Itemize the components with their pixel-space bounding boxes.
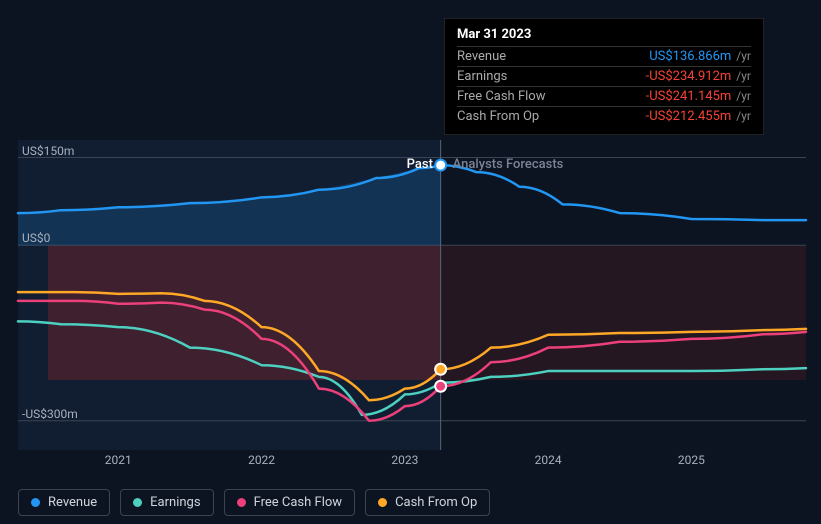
legend-item-label: Free Cash Flow — [254, 495, 342, 510]
phase-label-past: Past — [407, 157, 433, 172]
legend-item-label: Revenue — [48, 495, 97, 510]
x-axis-label: 2022 — [248, 453, 275, 467]
tooltip-row: Earnings -US$234.912m /yr — [457, 66, 751, 86]
tooltip-row-value: -US$212.455m /yr — [646, 109, 751, 124]
legend-item-label: Earnings — [150, 495, 200, 510]
tooltip-row-value: -US$241.145m /yr — [646, 89, 751, 104]
y-axis-label: US$150m — [22, 144, 74, 158]
tooltip-title: Mar 31 2023 — [457, 27, 751, 42]
legend-dot-icon — [378, 498, 387, 507]
legend-item-revenue[interactable]: Revenue — [18, 489, 110, 516]
legend-item-label: Cash From Op — [395, 495, 477, 510]
legend-dot-icon — [31, 498, 40, 507]
x-axis-label: 2023 — [391, 453, 418, 467]
tooltip-row: Cash From Op -US$212.455m /yr — [457, 106, 751, 126]
financial-forecast-chart: { "chart": { "type": "line", "width": 82… — [0, 0, 821, 524]
x-axis-label: 2024 — [535, 453, 562, 467]
chart-legend: Revenue Earnings Free Cash Flow Cash From O… — [18, 489, 490, 516]
tooltip-row: Free Cash Flow -US$241.145m /yr — [457, 86, 751, 106]
legend-dot-icon — [237, 498, 246, 507]
y-axis-label: -US$300m — [22, 407, 78, 421]
tooltip-row-label: Earnings — [457, 69, 507, 84]
legend-item-fcf[interactable]: Free Cash Flow — [224, 489, 355, 516]
tooltip-row-value: -US$234.912m /yr — [646, 69, 751, 84]
y-axis-label: US$0 — [22, 231, 50, 245]
tooltip-row-label: Revenue — [457, 49, 506, 64]
chart-tooltip: Mar 31 2023 Revenue US$136.866m /yr Earnin… — [444, 18, 764, 135]
tooltip-row-label: Cash From Op — [457, 109, 539, 124]
x-axis-label: 2025 — [678, 453, 705, 467]
tooltip-row-value: US$136.866m /yr — [649, 49, 751, 64]
x-axis-label: 2021 — [105, 453, 132, 467]
tooltip-row: Revenue US$136.866m /yr — [457, 46, 751, 66]
legend-item-cfo[interactable]: Cash From Op — [365, 489, 490, 516]
legend-dot-icon — [133, 498, 142, 507]
tooltip-row-label: Free Cash Flow — [457, 89, 545, 104]
phase-label-forecast: Analysts Forecasts — [453, 157, 564, 172]
legend-item-earnings[interactable]: Earnings — [120, 489, 213, 516]
